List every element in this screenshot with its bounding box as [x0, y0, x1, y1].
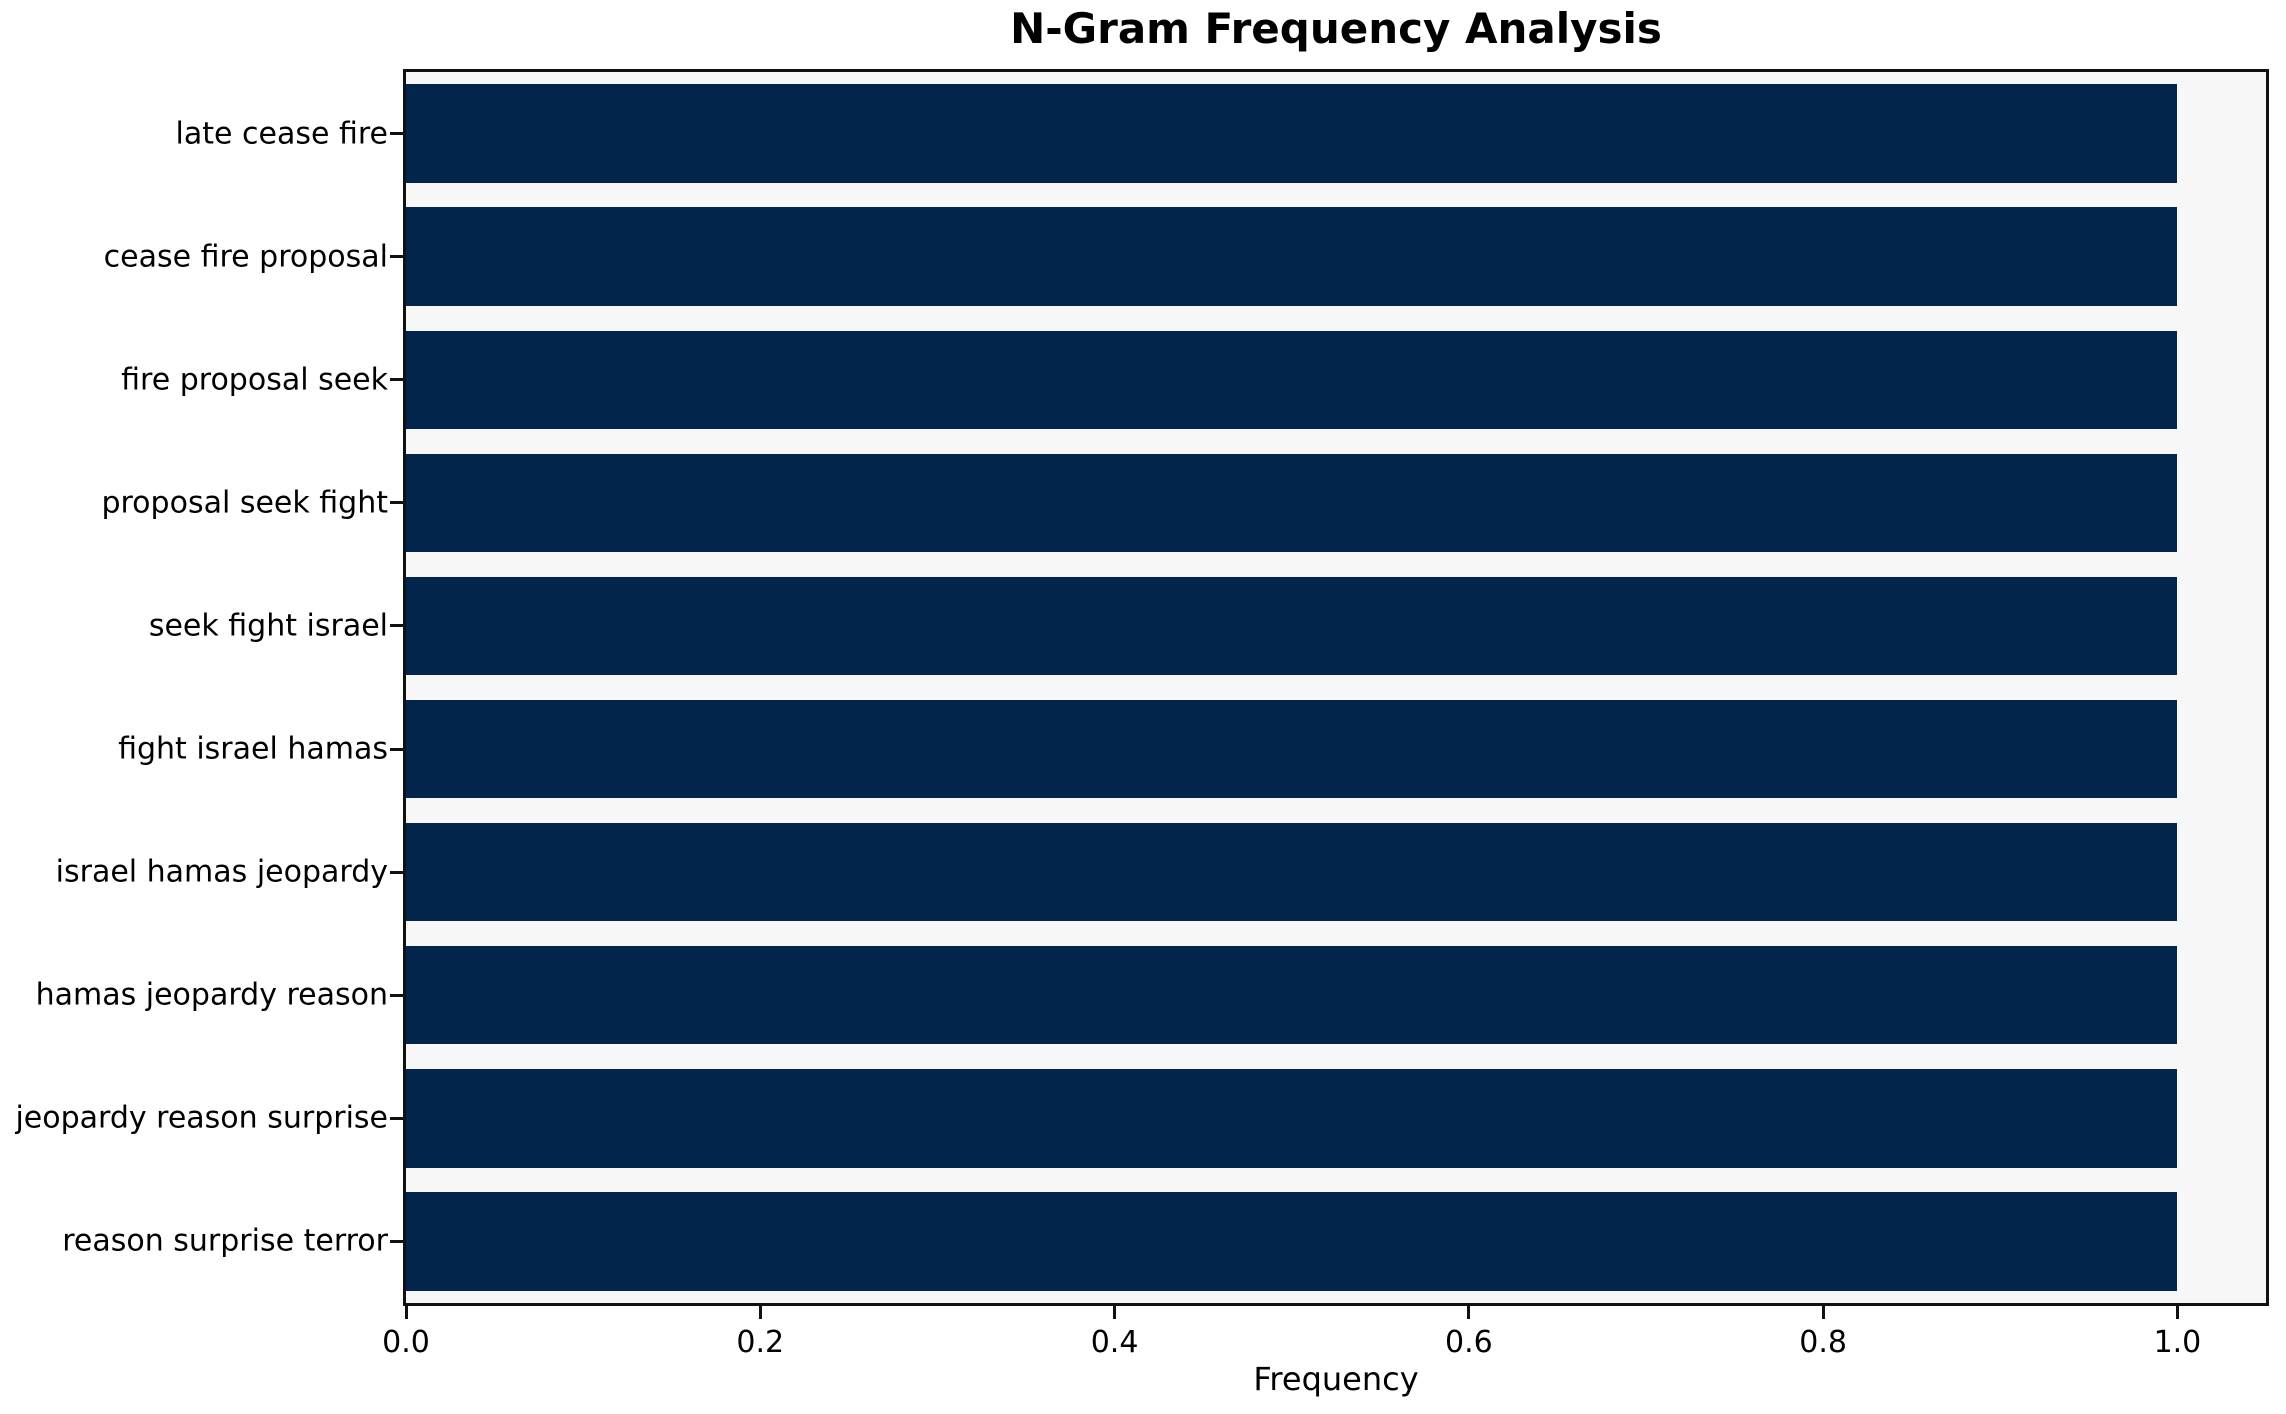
bar: [406, 1069, 2178, 1168]
y-tick-label: proposal seek fight: [101, 485, 388, 521]
y-tick-label: fire proposal seek: [121, 362, 388, 398]
bar: [406, 453, 2178, 553]
x-tick-label: 0.6: [1444, 1325, 1493, 1360]
y-tick-mark: [390, 993, 403, 997]
bar: [406, 84, 2178, 183]
y-tick-label: late cease fire: [175, 116, 388, 152]
x-tick-label: 1.0: [2153, 1325, 2202, 1360]
bar: [406, 330, 2178, 429]
x-tick-mark: [1821, 1306, 1825, 1319]
bar: [406, 822, 2178, 922]
y-tick-label: seek fight israel: [148, 608, 388, 644]
bar: [406, 207, 2178, 306]
y-tick-mark: [390, 1239, 403, 1243]
y-tick-mark: [390, 1116, 403, 1120]
x-tick-label: 0.8: [1799, 1325, 1847, 1360]
y-tick-mark: [390, 132, 403, 136]
x-tick-mark: [1113, 1306, 1117, 1319]
y-tick-label: reason surprise terror: [62, 1223, 388, 1259]
plot-area: [403, 69, 2269, 1306]
bar: [406, 699, 2178, 799]
y-tick-mark: [390, 378, 403, 382]
y-tick-mark: [390, 255, 403, 259]
x-tick-mark: [758, 1306, 762, 1319]
x-tick-mark: [404, 1306, 408, 1319]
y-tick-label: cease fire proposal: [103, 239, 388, 275]
y-tick-label: israel hamas jeopardy: [55, 854, 388, 890]
y-tick-mark: [390, 501, 403, 505]
x-axis-label: Frequency: [1253, 1360, 1419, 1398]
y-tick-label: jeopardy reason surprise: [15, 1100, 388, 1136]
x-tick-mark: [1467, 1306, 1471, 1319]
x-tick-label: 0.0: [382, 1325, 430, 1360]
chart-title: N-Gram Frequency Analysis: [1010, 4, 1662, 53]
x-tick-label: 0.4: [1090, 1325, 1139, 1360]
x-tick-mark: [2175, 1306, 2179, 1319]
y-tick-mark: [390, 870, 403, 874]
x-tick-label: 0.2: [736, 1325, 785, 1360]
y-tick-label: fight israel hamas: [118, 731, 388, 767]
y-tick-mark: [390, 747, 403, 751]
bar: [406, 946, 2178, 1045]
y-tick-mark: [390, 624, 403, 628]
bar: [406, 576, 2178, 676]
y-tick-label: hamas jeopardy reason: [35, 977, 388, 1013]
bar: [406, 1192, 2178, 1291]
